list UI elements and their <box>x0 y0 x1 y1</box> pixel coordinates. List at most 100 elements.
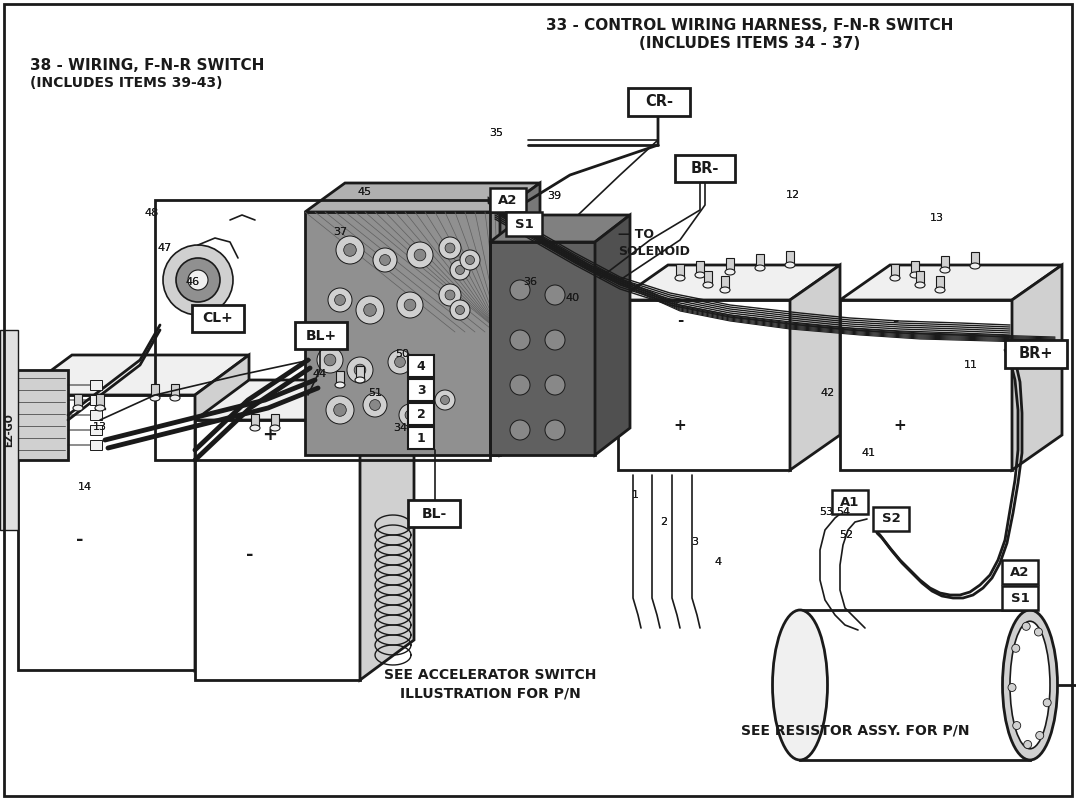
Bar <box>90 425 102 435</box>
Polygon shape <box>799 610 1030 760</box>
Text: (INCLUDES ITEMS 34 - 37): (INCLUDES ITEMS 34 - 37) <box>639 36 861 51</box>
Text: 11: 11 <box>964 360 978 370</box>
Ellipse shape <box>95 405 105 411</box>
Ellipse shape <box>1003 610 1058 760</box>
Bar <box>756 254 764 268</box>
Polygon shape <box>490 242 595 455</box>
Text: 52: 52 <box>839 530 853 540</box>
Circle shape <box>439 237 461 259</box>
Text: S1: S1 <box>1010 591 1030 605</box>
Text: 50: 50 <box>395 349 409 359</box>
Polygon shape <box>595 215 631 455</box>
Bar <box>90 410 102 420</box>
Text: +: + <box>674 418 686 433</box>
Circle shape <box>414 249 426 261</box>
Text: 3: 3 <box>692 537 698 547</box>
Polygon shape <box>360 380 414 680</box>
Text: 39: 39 <box>547 191 561 201</box>
Circle shape <box>510 330 530 350</box>
Text: -: - <box>892 313 898 327</box>
Circle shape <box>466 255 475 265</box>
Text: 40: 40 <box>565 293 579 303</box>
Ellipse shape <box>915 282 925 288</box>
Text: 1: 1 <box>632 490 638 500</box>
Bar <box>408 427 434 449</box>
Bar <box>251 414 259 428</box>
Circle shape <box>405 299 415 311</box>
Ellipse shape <box>720 287 730 293</box>
Circle shape <box>399 404 421 426</box>
Polygon shape <box>195 420 360 680</box>
Text: -: - <box>246 546 254 564</box>
Text: 34: 34 <box>393 423 407 433</box>
Text: 53: 53 <box>819 507 833 517</box>
Ellipse shape <box>969 263 980 269</box>
Bar <box>1002 560 1038 584</box>
Polygon shape <box>618 265 840 300</box>
Bar <box>785 251 794 265</box>
Text: 51: 51 <box>368 388 382 398</box>
Ellipse shape <box>755 265 765 271</box>
Text: 47: 47 <box>158 243 172 253</box>
Polygon shape <box>618 300 790 470</box>
Text: S1: S1 <box>514 218 534 230</box>
Text: 46: 46 <box>186 277 200 287</box>
Bar <box>506 212 542 236</box>
Text: 45: 45 <box>358 187 372 197</box>
Circle shape <box>162 245 233 315</box>
Circle shape <box>328 288 352 312</box>
Bar <box>873 507 909 531</box>
Bar <box>726 258 734 272</box>
Circle shape <box>546 420 565 440</box>
Polygon shape <box>840 265 1062 300</box>
Text: 46: 46 <box>186 277 200 287</box>
Ellipse shape <box>1010 622 1050 749</box>
Circle shape <box>346 357 373 383</box>
Ellipse shape <box>890 275 900 281</box>
Circle shape <box>364 304 377 316</box>
Bar <box>171 384 179 398</box>
Text: A2: A2 <box>1010 566 1030 578</box>
Polygon shape <box>18 395 195 670</box>
Circle shape <box>388 350 412 374</box>
Text: A2: A2 <box>498 194 518 206</box>
Bar <box>90 395 102 405</box>
Ellipse shape <box>703 282 713 288</box>
Circle shape <box>1034 628 1043 636</box>
Text: EZ-GO: EZ-GO <box>4 413 14 447</box>
Text: 48: 48 <box>145 208 159 218</box>
Circle shape <box>380 254 391 266</box>
Circle shape <box>324 354 336 366</box>
Text: SEE RESISTOR ASSY. FOR P/N: SEE RESISTOR ASSY. FOR P/N <box>740 723 969 737</box>
Ellipse shape <box>695 272 705 278</box>
Circle shape <box>397 292 423 318</box>
Polygon shape <box>305 212 500 455</box>
Text: 12: 12 <box>785 190 801 200</box>
Text: 41: 41 <box>861 448 875 458</box>
Text: 41: 41 <box>861 448 875 458</box>
Bar <box>90 440 102 450</box>
Bar <box>1005 340 1067 368</box>
Circle shape <box>546 285 565 305</box>
Bar <box>942 256 949 270</box>
Polygon shape <box>790 265 840 470</box>
Circle shape <box>1036 731 1044 739</box>
Text: -: - <box>677 313 683 327</box>
Text: 3: 3 <box>692 537 698 547</box>
Ellipse shape <box>785 262 795 268</box>
Text: 40: 40 <box>565 293 579 303</box>
Circle shape <box>1013 722 1021 730</box>
Circle shape <box>405 410 415 420</box>
Text: 14: 14 <box>77 482 93 492</box>
Bar <box>336 371 344 385</box>
Circle shape <box>188 270 208 290</box>
Bar <box>96 394 104 408</box>
Text: 4: 4 <box>416 359 425 373</box>
Circle shape <box>354 364 366 376</box>
Polygon shape <box>18 355 249 395</box>
Circle shape <box>450 260 470 280</box>
Bar <box>0 330 18 530</box>
Circle shape <box>334 404 346 416</box>
Polygon shape <box>1013 265 1062 470</box>
Bar <box>90 380 102 390</box>
